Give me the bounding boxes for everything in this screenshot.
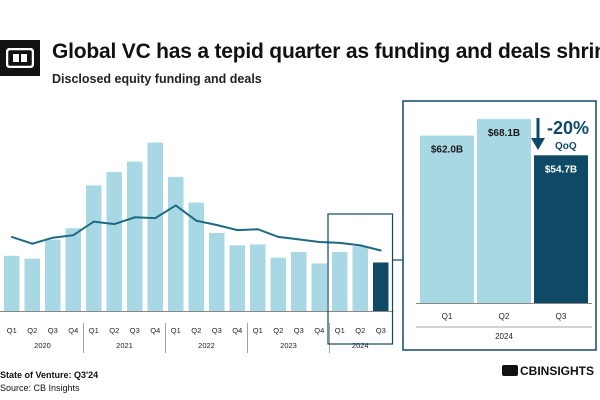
funding-point-9 <box>174 204 177 207</box>
funding-point-16 <box>318 241 321 243</box>
quarter-tick-label: Q4 <box>232 326 242 335</box>
quarter-tick-label: Q2 <box>191 326 201 335</box>
brand-text: CBINSIGHTS <box>519 364 594 378</box>
funding-point-7 <box>133 216 136 219</box>
deal-bar-19 <box>373 262 389 311</box>
quarter-tick-label: Q2 <box>109 326 119 335</box>
cb-insights-brand: CBINSIGHTS <box>501 364 594 378</box>
deal-bar-15 <box>291 252 307 311</box>
quarter-tick-label: Q3 <box>48 326 58 335</box>
quarter-tick-label: Q2 <box>27 326 37 335</box>
funding-point-8 <box>154 217 157 220</box>
deal-bar-7 <box>127 161 143 311</box>
deal-bar-13 <box>250 244 266 311</box>
change-percent-label: -20% <box>547 118 589 138</box>
deal-bar-12 <box>229 245 245 311</box>
quarter-tick-label: Q4 <box>150 326 160 335</box>
quarter-tick-label: Q1 <box>335 326 345 335</box>
funding-point-11 <box>215 224 218 226</box>
deal-bar-17 <box>332 252 348 311</box>
quarter-tick-label: Q2 <box>355 326 365 335</box>
deal-bar-10 <box>188 202 204 311</box>
deal-bar-4 <box>65 228 81 311</box>
quarter-tick-label: Q3 <box>294 326 304 335</box>
quarter-tick-label: Q3 <box>130 326 140 335</box>
quarter-tick-label: Q1 <box>253 326 263 335</box>
quarter-tick-label: Q1 <box>89 326 99 335</box>
detail-bar-q1 <box>420 135 474 303</box>
source-cb-insights: Source: CB Insights <box>0 383 80 393</box>
year-label: 2024 <box>352 341 369 350</box>
detail-year-label: 2024 <box>495 332 513 341</box>
funding-point-4 <box>72 234 75 237</box>
cb-logo-icon <box>6 48 34 68</box>
funding-point-14 <box>277 235 280 238</box>
year-label: 2023 <box>280 341 297 350</box>
funding-point-12 <box>236 229 239 231</box>
quarter-tick-label: Q1 <box>171 326 181 335</box>
detail-data-label: $62.0B <box>431 145 463 156</box>
quarter-tick-label: Q1 <box>7 326 17 335</box>
funding-point-3 <box>51 236 54 239</box>
funding-point-17 <box>338 241 341 244</box>
quarter-tick-label: Q2 <box>273 326 283 335</box>
detail-quarter-label: Q1 <box>442 312 453 321</box>
detail-bar-q3 <box>534 155 588 303</box>
year-label: 2022 <box>198 341 215 350</box>
deal-bar-9 <box>168 176 184 311</box>
detail-data-label: $54.7B <box>545 164 577 175</box>
funding-point-2 <box>31 242 34 245</box>
cb-brand-icon <box>501 365 518 376</box>
funding-point-19 <box>379 249 382 252</box>
funding-point-1 <box>10 235 13 238</box>
funding-point-5 <box>92 220 95 223</box>
detail-chart: $62.0B Q1 $68.1B Q2 $54.7B Q3 2024 -20% QoQ <box>402 100 597 351</box>
cb-logo <box>0 40 40 76</box>
quarter-tick-label: Q4 <box>314 326 324 335</box>
year-label: 2020 <box>34 341 51 350</box>
quarter-tick-label: Q3 <box>376 326 386 335</box>
deal-bar-11 <box>209 232 225 311</box>
quarter-tick-label: Q4 <box>68 326 78 335</box>
funding-point-6 <box>113 223 116 226</box>
funding-point-15 <box>297 238 300 241</box>
main-chart: Q1 Q2 Q3 Q4 Q1 Q2 Q3 Q4 Q1 Q2 Q3 Q4 Q1 Q2 Q3 Q4 Q1 Q2 Q3 20… <box>0 142 403 353</box>
year-label: 2021 <box>116 341 133 350</box>
detail-quarter-label: Q3 <box>556 312 567 321</box>
page-title: Global VC has a tepid quarter as funding… <box>52 40 600 63</box>
detail-bar-q2 <box>477 119 531 303</box>
deal-bar-3 <box>45 239 61 311</box>
deal-bar-18 <box>352 246 368 311</box>
detail-quarter-label: Q2 <box>499 312 510 321</box>
down-arrow-icon <box>531 138 545 150</box>
deal-bar-6 <box>106 172 122 311</box>
source-state-of-venture: State of Venture: Q3'24 <box>0 370 99 380</box>
page-subtitle: Disclosed equity funding and deals <box>52 72 262 86</box>
deal-bar-1 <box>4 255 20 311</box>
deal-bar-5 <box>86 185 102 311</box>
deal-bar-16 <box>311 263 327 311</box>
qoq-label: QoQ <box>555 141 577 152</box>
detail-data-label: $68.1B <box>488 128 520 139</box>
deal-bar-8 <box>147 142 163 311</box>
deal-bar-2 <box>24 258 40 311</box>
funding-point-18 <box>359 244 362 247</box>
highlight-frame <box>327 213 394 345</box>
quarter-tick-label: Q3 <box>212 326 222 335</box>
funding-point-10 <box>195 219 198 222</box>
funding-point-13 <box>256 228 259 231</box>
deal-bar-14 <box>270 257 286 311</box>
